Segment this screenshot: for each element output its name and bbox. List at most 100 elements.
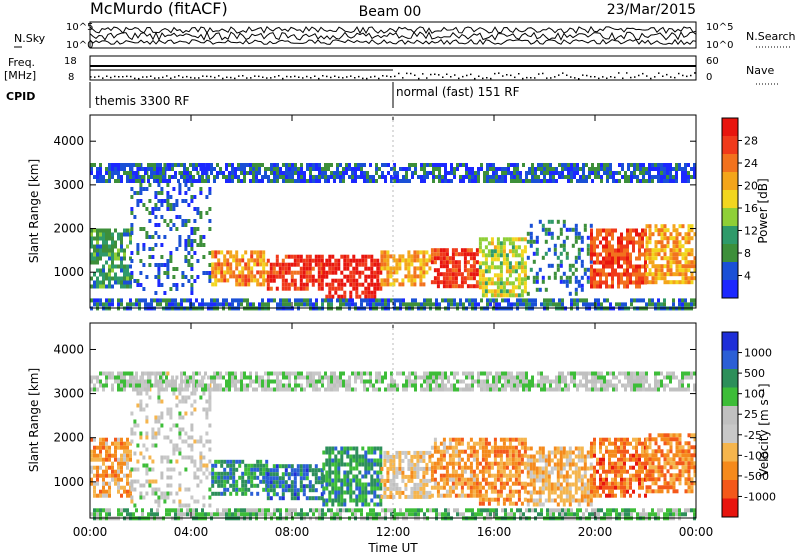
heatmap-cell (309, 298, 312, 303)
heatmap-cell (144, 167, 147, 171)
heatmap-cell (223, 471, 227, 476)
heatmap-cell (272, 488, 276, 493)
nave-point (566, 74, 568, 76)
heatmap-cell (361, 458, 365, 463)
heatmap-cell (169, 483, 173, 488)
heatmap-cell (373, 486, 377, 491)
heatmap-cell (475, 284, 479, 289)
heatmap-cell (190, 447, 194, 452)
heatmap-cell (445, 284, 449, 289)
nave-point (458, 77, 460, 80)
heatmap-cell (504, 175, 507, 179)
heatmap-cell (199, 439, 203, 444)
heatmap-cell (433, 445, 437, 450)
heatmap-cell (162, 179, 165, 183)
heatmap-cell (589, 259, 593, 264)
heatmap-cell (276, 175, 279, 179)
heatmap-cell (120, 441, 123, 446)
heatmap-cell (175, 199, 179, 203)
heatmap-cell (590, 284, 593, 289)
heatmap-cell (644, 228, 647, 233)
heatmap-cell (172, 275, 176, 279)
heatmap-cell (629, 260, 632, 265)
heatmap-cell (571, 227, 575, 232)
heatmap-cell (614, 485, 617, 490)
heatmap-cell (632, 264, 635, 269)
heatmap-cell (651, 248, 655, 253)
velocity-heatmap (90, 371, 697, 521)
heatmap-cell (171, 298, 174, 303)
heatmap-cell (244, 463, 248, 468)
heatmap-cell (430, 469, 434, 474)
heatmap-cell (130, 479, 134, 484)
heatmap-cell (196, 243, 200, 247)
heatmap-cell (281, 472, 285, 477)
heatmap-cell (361, 258, 365, 263)
heatmap-cell (651, 167, 654, 171)
heatmap-cell (290, 262, 294, 267)
heatmap-cell (684, 163, 687, 167)
heatmap-cell (395, 258, 399, 263)
heatmap-cell (580, 478, 584, 483)
heatmap-cell (345, 163, 348, 167)
heatmap-cell (186, 171, 189, 175)
heatmap-cell (451, 256, 455, 261)
heatmap-cell (157, 199, 161, 203)
heatmap-cell (499, 489, 503, 494)
heatmap-cell (526, 454, 530, 459)
heatmap-cell (360, 167, 363, 171)
heatmap-cell (117, 232, 120, 237)
heatmap-cell (413, 250, 417, 255)
heatmap-cell (419, 262, 423, 267)
heatmap-cell (162, 175, 165, 179)
heatmap-cell (308, 278, 312, 283)
heatmap-cell (550, 486, 554, 491)
heatmap-cell (577, 450, 581, 455)
heatmap-cell (678, 272, 682, 277)
heatmap-cell (644, 232, 647, 237)
heatmap-cell (272, 270, 276, 275)
heatmap-cell (324, 298, 327, 303)
heatmap-cell (281, 476, 285, 481)
heatmap-cell (349, 454, 353, 459)
heatmap-cell (250, 270, 254, 275)
heatmap-cell (398, 262, 402, 267)
heatmap-cell (108, 268, 111, 273)
heatmap-cell (547, 478, 551, 483)
heatmap-cell (426, 175, 429, 179)
heatmap-cell (340, 278, 344, 283)
heatmap-cell (96, 260, 99, 265)
heatmap-cell (96, 236, 99, 241)
heatmap-cell (126, 457, 129, 462)
heatmap-cell (178, 235, 182, 239)
heatmap-cell (281, 278, 285, 283)
nave-point (282, 77, 284, 80)
heatmap-cell (392, 458, 396, 463)
heatmap-cell (580, 466, 584, 471)
heatmap-cell (439, 280, 443, 285)
heatmap-cell (599, 477, 602, 482)
heatmap-cell (123, 232, 126, 237)
heatmap-cell (201, 179, 204, 183)
heatmap-cell (493, 457, 497, 462)
heatmap-cell (438, 163, 441, 167)
heatmap-cell (499, 261, 503, 266)
heatmap-cell (358, 478, 362, 483)
heatmap-cell (675, 167, 678, 171)
heatmap-cell (451, 445, 455, 450)
heatmap-cell (603, 298, 606, 303)
heatmap-cell (600, 302, 603, 307)
heatmap-cell (468, 179, 471, 183)
heatmap-cell (529, 482, 533, 487)
heatmap-cell (296, 496, 300, 501)
heatmap-cell (439, 457, 443, 462)
heatmap-cell (648, 240, 652, 245)
heatmap-cell (474, 298, 477, 303)
heatmap-cell (425, 466, 429, 471)
nave-point (586, 74, 588, 77)
heatmap-cell (308, 270, 312, 275)
heatmap-cell (232, 467, 236, 472)
heatmap-cell (297, 298, 300, 303)
heatmap-cell (114, 453, 117, 458)
heatmap-cell (364, 486, 368, 491)
